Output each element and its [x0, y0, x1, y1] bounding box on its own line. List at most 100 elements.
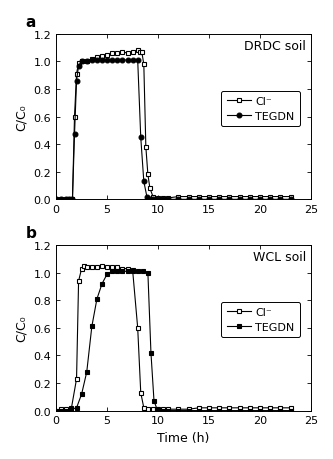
- TEGDN: [161, 408, 165, 414]
- Text: b: b: [26, 226, 37, 241]
- Line: Cl⁻: Cl⁻: [54, 264, 293, 413]
- TEGDN: [207, 197, 211, 202]
- TEGDN: [145, 194, 149, 200]
- Cl⁻: [278, 194, 282, 200]
- TEGDN: [149, 350, 153, 356]
- Cl⁻: [138, 50, 142, 56]
- Cl⁻: [156, 196, 160, 201]
- Cl⁻: [227, 405, 231, 411]
- Cl⁻: [54, 197, 58, 202]
- TEGDN: [197, 408, 201, 414]
- TEGDN: [126, 269, 130, 274]
- TEGDN: [136, 58, 140, 64]
- TEGDN: [115, 269, 119, 274]
- TEGDN: [258, 408, 262, 414]
- TEGDN: [268, 408, 272, 414]
- TEGDN: [64, 197, 68, 202]
- Cl⁻: [110, 265, 114, 270]
- TEGDN: [121, 58, 125, 64]
- TEGDN: [187, 408, 191, 414]
- TEGDN: [115, 58, 119, 64]
- TEGDN: [197, 197, 201, 202]
- Cl⁻: [156, 407, 160, 412]
- Cl⁻: [217, 194, 221, 200]
- TEGDN: [289, 408, 293, 414]
- TEGDN: [268, 197, 272, 202]
- Cl⁻: [71, 196, 75, 202]
- Cl⁻: [59, 407, 63, 412]
- TEGDN: [59, 197, 63, 202]
- TEGDN: [100, 58, 104, 64]
- TEGDN: [151, 197, 155, 202]
- TEGDN: [105, 272, 109, 277]
- TEGDN: [238, 408, 242, 414]
- Cl⁻: [146, 172, 150, 178]
- TEGDN: [141, 269, 145, 274]
- Cl⁻: [85, 60, 89, 65]
- TEGDN: [139, 135, 143, 141]
- TEGDN: [131, 269, 135, 274]
- Cl⁻: [82, 263, 86, 269]
- TEGDN: [80, 392, 84, 397]
- Cl⁻: [115, 51, 119, 57]
- Cl⁻: [258, 405, 262, 411]
- Cl⁻: [95, 265, 99, 270]
- TEGDN: [90, 324, 94, 330]
- TEGDN: [227, 197, 231, 202]
- TEGDN: [131, 58, 135, 64]
- TEGDN: [85, 60, 89, 65]
- Cl⁻: [238, 194, 242, 200]
- TEGDN: [70, 407, 74, 412]
- TEGDN: [54, 197, 58, 202]
- Cl⁻: [166, 196, 170, 201]
- Cl⁻: [248, 194, 252, 200]
- Cl⁻: [64, 407, 68, 412]
- TEGDN: [85, 369, 89, 375]
- Legend: Cl⁻, TEGDN: Cl⁻, TEGDN: [221, 91, 300, 127]
- Text: a: a: [26, 15, 36, 30]
- TEGDN: [187, 197, 191, 202]
- Cl⁻: [146, 407, 150, 412]
- Cl⁻: [100, 54, 104, 60]
- TEGDN: [67, 197, 71, 202]
- TEGDN: [146, 270, 150, 276]
- Cl⁻: [105, 265, 109, 270]
- Cl⁻: [151, 407, 155, 412]
- TEGDN: [217, 197, 221, 202]
- Cl⁻: [161, 196, 165, 201]
- TEGDN: [80, 60, 84, 65]
- Cl⁻: [136, 325, 140, 331]
- TEGDN: [248, 408, 252, 414]
- Cl⁻: [187, 407, 191, 412]
- Cl⁻: [197, 194, 201, 200]
- TEGDN: [217, 408, 221, 414]
- Cl⁻: [238, 405, 242, 411]
- TEGDN: [155, 407, 159, 412]
- Cl⁻: [207, 194, 211, 200]
- Cl⁻: [289, 194, 293, 200]
- TEGDN: [75, 405, 79, 411]
- Cl⁻: [144, 145, 148, 151]
- TEGDN: [278, 408, 282, 414]
- Cl⁻: [268, 405, 272, 411]
- TEGDN: [176, 197, 180, 202]
- Text: DRDC soil: DRDC soil: [244, 40, 306, 53]
- TEGDN: [73, 133, 77, 138]
- Cl⁻: [115, 265, 119, 270]
- Cl⁻: [85, 265, 89, 270]
- TEGDN: [166, 197, 170, 202]
- Cl⁻: [140, 50, 144, 56]
- Cl⁻: [217, 405, 221, 411]
- TEGDN: [77, 64, 81, 69]
- TEGDN: [75, 79, 79, 84]
- X-axis label: Time (h): Time (h): [158, 431, 210, 444]
- TEGDN: [158, 408, 162, 414]
- TEGDN: [146, 196, 150, 202]
- TEGDN: [54, 408, 58, 414]
- Cl⁻: [80, 60, 84, 65]
- Cl⁻: [64, 197, 68, 202]
- Cl⁻: [90, 265, 94, 270]
- Cl⁻: [131, 268, 135, 273]
- Cl⁻: [77, 279, 81, 284]
- Text: WCL soil: WCL soil: [253, 251, 306, 263]
